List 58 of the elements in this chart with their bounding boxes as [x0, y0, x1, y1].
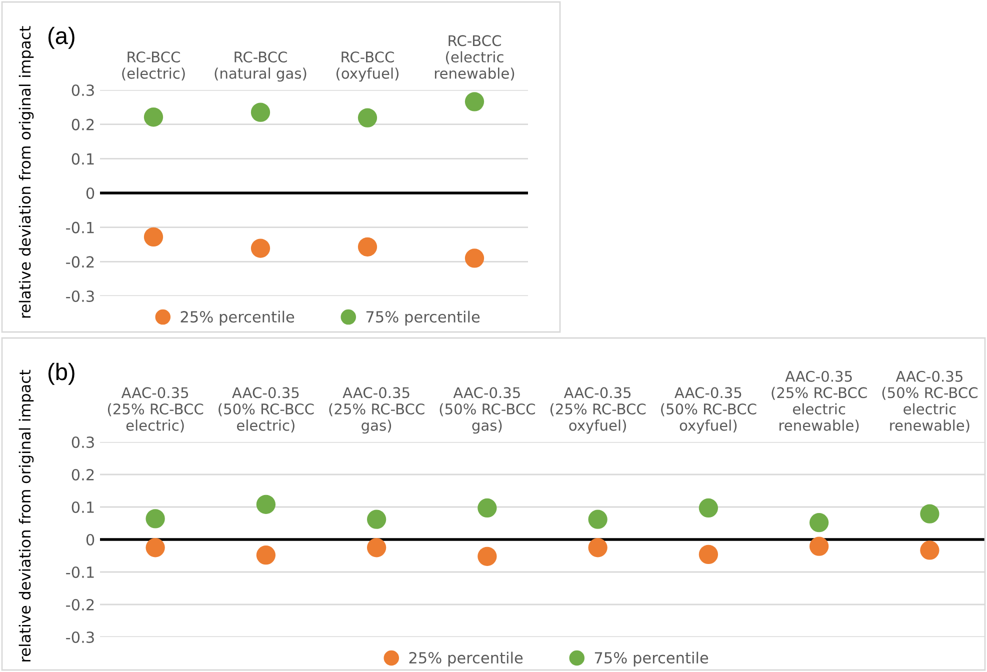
point — [366, 538, 386, 558]
text: (b) — [48, 362, 74, 385]
point — [464, 248, 484, 268]
x-tick-label: RC-BCC (electric renewable) — [434, 35, 514, 81]
legend-label: 25% percentile — [409, 652, 523, 667]
y-tick-label: -0.1 — [66, 222, 94, 234]
y-tick-label: 0.1 — [72, 153, 94, 165]
y-axis-title: relative deviation from original impact — [18, 26, 34, 318]
x-tick-label: AAC-0.35 (25% RC-BCC electric renewable) — [772, 370, 867, 433]
y-tick-label: -0.3 — [66, 631, 94, 644]
point — [809, 536, 829, 556]
point — [464, 92, 484, 112]
y-tick-label: 0 — [86, 534, 94, 546]
point — [250, 238, 270, 258]
y-tick-label: 0.1 — [72, 501, 94, 514]
point — [478, 546, 497, 566]
y-tick-label: -0.1 — [66, 566, 94, 578]
point — [146, 509, 165, 528]
point — [358, 237, 378, 256]
y-tick-label: -0.3 — [66, 290, 94, 302]
y-tick-label: 0 — [86, 187, 94, 200]
x-tick-label: RC-BCC (natural gas) — [214, 51, 306, 82]
point — [146, 538, 165, 558]
x-tick-label: AAC-0.35 (50% RC-BCC electric) — [218, 387, 314, 433]
legend-label: 25% percentile — [180, 310, 294, 326]
y-tick-label: 0.2 — [72, 118, 94, 130]
x-tick-label: AAC-0.35 (25% RC-BCC oxyfuel) — [550, 387, 646, 434]
point — [256, 546, 276, 565]
y-axis-title: relative deviation from original impact — [18, 370, 34, 662]
point — [144, 227, 164, 247]
point — [698, 544, 718, 564]
point — [358, 108, 378, 128]
point — [809, 513, 829, 532]
point — [920, 540, 940, 560]
x-tick-label: RC-BCC (oxyfuel) — [336, 51, 398, 82]
point — [256, 494, 276, 514]
point — [366, 510, 386, 529]
point — [698, 498, 718, 518]
y-tick-label: 0.3 — [72, 436, 94, 448]
point — [588, 538, 608, 558]
x-tick-label: AAC-0.35 (50% RC-BCC electric renewable) — [882, 370, 978, 433]
legend-label: 75% percentile — [366, 310, 480, 326]
y-tick-label: -0.2 — [66, 256, 94, 268]
x-tick-label: AAC-0.35 (50% RC-BCC oxyfuel) — [661, 387, 756, 434]
text: (a) — [48, 26, 74, 49]
x-tick-label: RC-BCC (electric) — [122, 51, 185, 81]
point — [588, 510, 608, 529]
y-tick-label: 0.2 — [72, 468, 94, 481]
y-tick-label: 0.3 — [72, 84, 94, 96]
point — [250, 102, 270, 122]
point — [920, 504, 940, 524]
x-tick-label: AAC-0.35 (25% RC-BCC gas) — [329, 387, 424, 434]
x-tick-label: AAC-0.35 (25% RC-BCC electric) — [108, 387, 204, 433]
legend-label: 75% percentile — [594, 652, 708, 667]
point — [478, 498, 497, 518]
point — [144, 108, 164, 127]
x-tick-label: AAC-0.35 (50% RC-BCC gas) — [440, 387, 535, 434]
y-tick-label: -0.2 — [66, 598, 94, 611]
